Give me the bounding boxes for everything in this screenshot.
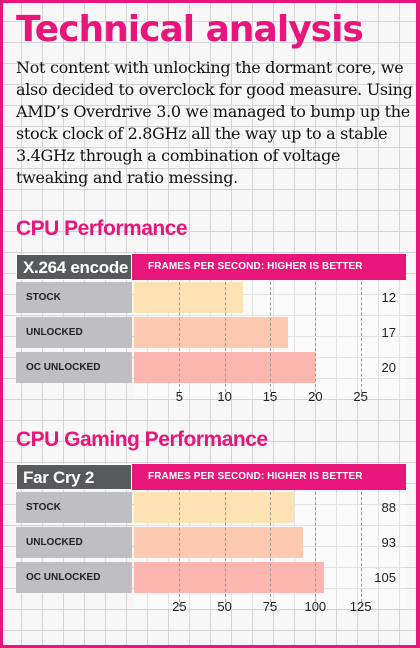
- tick-label: 10: [217, 389, 232, 404]
- gridline: [315, 492, 317, 607]
- tick-label: 25: [353, 389, 368, 404]
- bar: [134, 492, 294, 523]
- tick-label: 100: [304, 599, 327, 614]
- bar: [134, 562, 325, 593]
- chart-2-section-title: CPU Gaming Performance: [16, 428, 268, 451]
- tick-label: 25: [172, 599, 187, 614]
- gridline: [360, 492, 362, 607]
- value-label: 93: [381, 535, 396, 550]
- tick-label: 20: [308, 389, 323, 404]
- value-label: 88: [381, 500, 396, 515]
- tick-label: 50: [217, 599, 232, 614]
- chart-metric-label: FRAMES PER SECOND: HIGHER IS BETTER: [148, 261, 363, 272]
- bar: [134, 317, 289, 348]
- gridline: [360, 282, 362, 397]
- tick-label: 15: [262, 389, 278, 404]
- value-label: 20: [381, 360, 396, 375]
- chart-metric-label: FRAMES PER SECOND: HIGHER IS BETTER: [148, 471, 363, 482]
- value-label: 17: [381, 325, 396, 340]
- row-label: OC UNLOCKED: [16, 352, 132, 383]
- tick-label: 75: [262, 599, 278, 614]
- bar: [134, 527, 303, 558]
- tick-label: 125: [349, 599, 372, 614]
- chart-test-name: X.264 encode: [16, 254, 132, 280]
- value-label: 105: [374, 570, 396, 585]
- row-label: UNLOCKED: [16, 317, 132, 348]
- gridline: [224, 492, 226, 607]
- row-label: OC UNLOCKED: [16, 562, 132, 593]
- gridline: [315, 282, 317, 397]
- gridline: [270, 492, 271, 607]
- gridline: [179, 492, 181, 607]
- chart-1-section-title: CPU Performance: [16, 217, 188, 240]
- page-title: Technical analysis: [16, 9, 364, 50]
- cpu-performance-chart: X.264 encode FRAMES PER SECOND: HIGHER I…: [16, 254, 406, 409]
- gridline: [270, 282, 271, 397]
- row-label: STOCK: [16, 282, 132, 313]
- gridline: [224, 282, 226, 397]
- bar: [134, 282, 243, 313]
- row-label: UNLOCKED: [16, 527, 132, 558]
- chart-test-name: Far Cry 2: [16, 464, 132, 490]
- row-label: STOCK: [16, 492, 132, 523]
- cpu-gaming-performance-chart: Far Cry 2 FRAMES PER SECOND: HIGHER IS B…: [16, 464, 406, 619]
- gridline: [179, 282, 181, 397]
- intro-paragraph: Not content with unlocking the dormant c…: [16, 58, 413, 187]
- tick-label: 5: [175, 389, 183, 404]
- value-label: 12: [381, 290, 396, 305]
